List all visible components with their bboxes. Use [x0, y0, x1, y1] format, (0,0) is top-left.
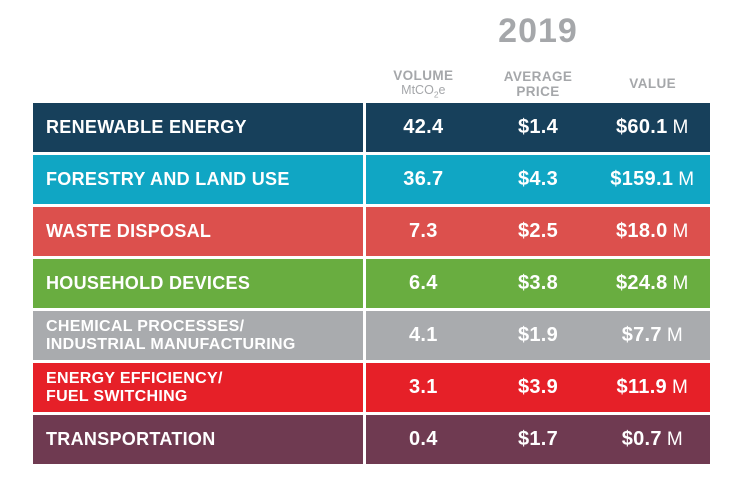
table-row: WASTE DISPOSAL 7.3 $2.5 $18.0 M: [33, 207, 710, 256]
value-cell: $11.9 M: [595, 363, 710, 412]
column-header-average-price: AVERAGE PRICE: [481, 69, 596, 100]
value-unit: M: [671, 376, 689, 398]
row-label-cell: ENERGY EFFICIENCY/ FUEL SWITCHING: [33, 363, 363, 412]
row-label-line1: ENERGY EFFICIENCY/: [46, 370, 223, 388]
row-values: 3.1 $3.9 $11.9 M: [366, 363, 710, 412]
volume-cell: 42.4: [366, 103, 481, 152]
price-value: $4.3: [517, 168, 559, 190]
price-cell: $4.3: [481, 155, 596, 204]
column-header-value: VALUE: [595, 76, 710, 100]
value-unit: M: [666, 428, 684, 450]
volume-cell: 4.1: [366, 311, 481, 360]
value-amount: $24.8: [615, 272, 668, 294]
column-divider: [363, 207, 366, 256]
table-header: 2019 VOLUME MtCO2e AVERAGE PRICE VALUE: [366, 0, 710, 99]
volume-cell: 3.1: [366, 363, 481, 412]
price-value: $3.9: [517, 376, 559, 398]
value-cell: $24.8 M: [595, 259, 710, 308]
row-label-cell: TRANSPORTATION: [33, 415, 363, 464]
price-cell: $2.5: [481, 207, 596, 256]
row-label-cell: FORESTRY AND LAND USE: [33, 155, 363, 204]
value-amount: $11.9: [616, 376, 667, 398]
value-amount: $60.1: [615, 116, 668, 138]
volume-cell: 0.4: [366, 415, 481, 464]
column-headers: VOLUME MtCO2e AVERAGE PRICE VALUE: [366, 58, 710, 100]
price-header-line2: PRICE: [516, 84, 560, 100]
row-label-line2: INDUSTRIAL MANUFACTURING: [46, 335, 296, 353]
row-label-cell: RENEWABLE ENERGY: [33, 103, 363, 152]
price-value: $1.9: [517, 324, 559, 346]
row-label-line1: WASTE DISPOSAL: [46, 220, 212, 241]
column-divider: [363, 363, 366, 412]
row-label-cell: HOUSEHOLD DEVICES: [33, 259, 363, 308]
value-unit: M: [672, 220, 690, 242]
volume-value: 7.3: [408, 220, 438, 242]
value-unit: M: [678, 168, 696, 190]
value-unit: M: [666, 324, 684, 346]
column-header-volume: VOLUME MtCO2e: [366, 68, 481, 100]
table-row: ENERGY EFFICIENCY/ FUEL SWITCHING 3.1 $3…: [33, 363, 710, 412]
row-label-line1: RENEWABLE ENERGY: [46, 116, 247, 137]
value-amount: $18.0: [615, 220, 668, 242]
row-values: 4.1 $1.9 $7.7 M: [366, 311, 710, 360]
volume-cell: 36.7: [366, 155, 481, 204]
value-cell: $60.1 M: [595, 103, 710, 152]
column-divider: [363, 259, 366, 308]
value-amount: $0.7: [621, 428, 662, 450]
column-divider: [363, 415, 366, 464]
row-values: 42.4 $1.4 $60.1 M: [366, 103, 710, 152]
table-row: FORESTRY AND LAND USE 36.7 $4.3 $159.1 M: [33, 155, 710, 204]
volume-value: 42.4: [403, 116, 444, 138]
row-label-cell: WASTE DISPOSAL: [33, 207, 363, 256]
value-cell: $7.7 M: [595, 311, 710, 360]
value-cell: $0.7 M: [595, 415, 710, 464]
year-title: 2019: [498, 12, 578, 50]
value-amount: $7.7: [621, 324, 662, 346]
volume-value: 4.1: [408, 324, 438, 346]
volume-cell: 7.3: [366, 207, 481, 256]
row-values: 6.4 $3.8 $24.8 M: [366, 259, 710, 308]
table-row: HOUSEHOLD DEVICES 6.4 $3.8 $24.8 M: [33, 259, 710, 308]
volume-value: 6.4: [408, 272, 438, 294]
value-amount: $159.1: [610, 168, 674, 190]
row-label-line1: TRANSPORTATION: [46, 428, 216, 449]
row-label-line1: HOUSEHOLD DEVICES: [46, 272, 251, 293]
row-values: 0.4 $1.7 $0.7 M: [366, 415, 710, 464]
table-row: RENEWABLE ENERGY 42.4 $1.4 $60.1 M: [33, 103, 710, 152]
column-divider: [363, 311, 366, 360]
row-label-line2: FUEL SWITCHING: [46, 387, 188, 405]
price-header-line1: AVERAGE: [503, 69, 573, 85]
table-row: CHEMICAL PROCESSES/ INDUSTRIAL MANUFACTU…: [33, 311, 710, 360]
price-cell: $1.7: [481, 415, 596, 464]
price-cell: $3.9: [481, 363, 596, 412]
volume-value: 0.4: [408, 428, 438, 450]
price-value: $1.4: [517, 116, 559, 138]
volume-value: 36.7: [403, 168, 444, 190]
row-label-line1: CHEMICAL PROCESSES/: [46, 318, 245, 336]
value-header-label: VALUE: [629, 76, 677, 92]
value-cell: $18.0 M: [595, 207, 710, 256]
row-label-cell: CHEMICAL PROCESSES/ INDUSTRIAL MANUFACTU…: [33, 311, 363, 360]
value-unit: M: [672, 272, 690, 294]
price-value: $3.8: [517, 272, 559, 294]
data-table: RENEWABLE ENERGY 42.4 $1.4 $60.1 M FOREST…: [33, 103, 710, 467]
volume-header-label: VOLUME: [393, 68, 454, 84]
volume-header-unit: MtCO2e: [401, 83, 446, 100]
price-value: $1.7: [517, 428, 559, 450]
row-values: 7.3 $2.5 $18.0 M: [366, 207, 710, 256]
row-values: 36.7 $4.3 $159.1 M: [366, 155, 710, 204]
column-divider: [363, 155, 366, 204]
value-unit: M: [672, 116, 690, 138]
price-cell: $1.9: [481, 311, 596, 360]
price-cell: $3.8: [481, 259, 596, 308]
price-cell: $1.4: [481, 103, 596, 152]
column-divider: [363, 103, 366, 152]
price-value: $2.5: [517, 220, 559, 242]
value-cell: $159.1 M: [595, 155, 710, 204]
row-label-line1: FORESTRY AND LAND USE: [46, 168, 290, 189]
volume-cell: 6.4: [366, 259, 481, 308]
volume-value: 3.1: [408, 376, 438, 398]
table-row: TRANSPORTATION 0.4 $1.7 $0.7 M: [33, 415, 710, 464]
